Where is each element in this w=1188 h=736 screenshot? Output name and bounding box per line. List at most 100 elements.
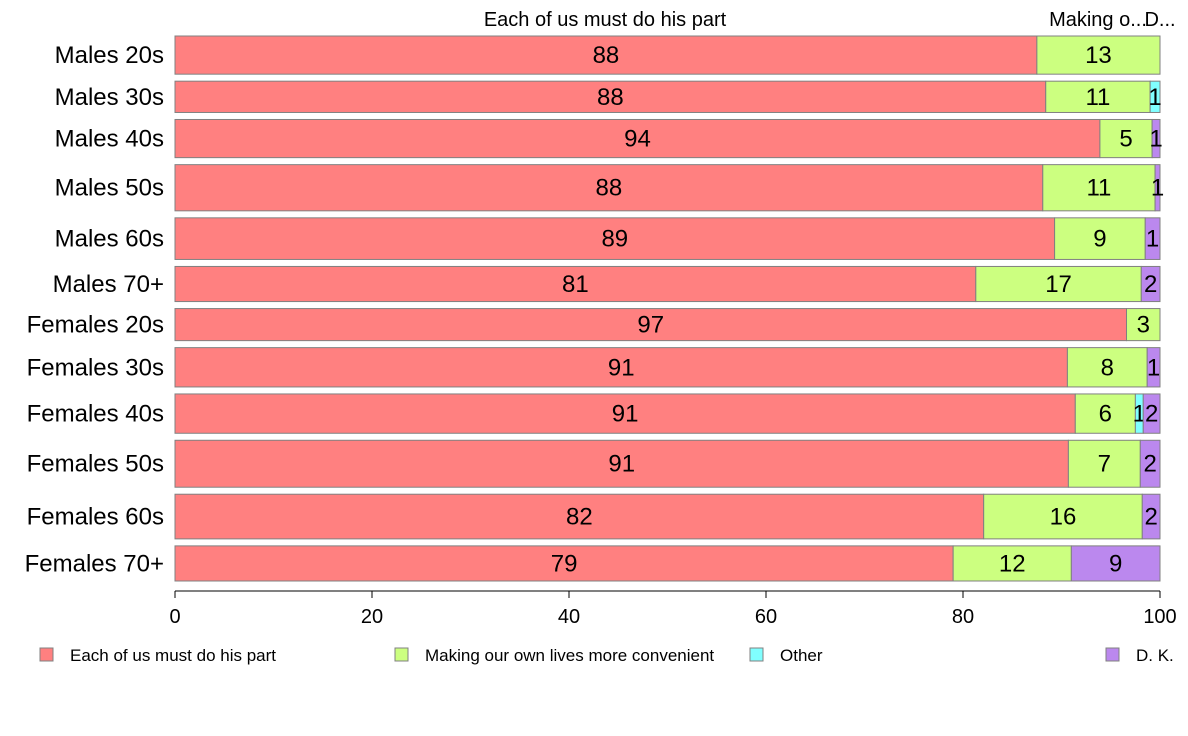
category-label: Females 60s: [27, 504, 164, 531]
legend-label: Other: [780, 646, 823, 665]
header-label-making: Making o...: [1049, 9, 1147, 31]
x-axis: 0 20 40 60 80 100: [169, 590, 1177, 628]
bar-segment: [174, 308, 1128, 342]
category-label: Males 40s: [55, 126, 164, 153]
bar-segment: [1042, 164, 1156, 212]
bar-segment: [1141, 493, 1161, 540]
bar-value-label: 79: [551, 550, 578, 577]
category-label: Females 30s: [27, 354, 164, 381]
bar-value-label: 91: [608, 354, 635, 381]
bar-value-label: 91: [608, 451, 635, 478]
legend-swatch: [1105, 647, 1120, 662]
bar-segment: [975, 265, 1142, 303]
bar-segment: [174, 493, 985, 540]
x-tick-label: 0: [169, 606, 180, 628]
bar-value-label: 88: [596, 175, 623, 202]
x-tick-label: 20: [361, 606, 383, 628]
category-label: Males 20s: [55, 42, 164, 69]
bar-value-label: 9: [1093, 226, 1106, 253]
bar-segment: [1099, 118, 1153, 159]
x-tick-label: 100: [1143, 606, 1176, 628]
bar-value-label: 11: [1086, 175, 1111, 202]
bar-segment: [174, 393, 1076, 434]
x-tick-label: 60: [755, 606, 777, 628]
bar-value-label: 1: [1147, 354, 1160, 381]
legend-swatch: [749, 647, 764, 662]
y-axis-labels: Males 20s Males 30s Males 40s Males 50s Male…: [25, 42, 164, 577]
bar-value-label: 1: [1133, 401, 1146, 428]
category-label: Females 50s: [27, 451, 164, 478]
bar-segment: [174, 545, 954, 582]
bar-segment: [174, 439, 1069, 488]
header-label-dk: D...: [1144, 9, 1175, 31]
bar-value-label: 81: [562, 271, 589, 298]
legend-label: D. K.: [1136, 646, 1174, 665]
bar-value-label: 1: [1149, 126, 1162, 153]
bar-segment: [1151, 118, 1161, 159]
bar-value-label: 2: [1144, 271, 1157, 298]
bar-segment: [1074, 393, 1136, 434]
bar-value-label: 88: [597, 84, 624, 111]
bar-segment: [174, 265, 977, 303]
legend-swatch: [39, 647, 54, 662]
bar-segment: [1154, 164, 1161, 212]
legend: Each of us must do his part Making our ow…: [39, 646, 1174, 665]
x-tick-label: 80: [952, 606, 974, 628]
category-label: Males 50s: [55, 175, 164, 202]
bar-segment: [1067, 439, 1141, 488]
bar-segment: [1126, 308, 1161, 342]
column-header-labels: Each of us must do his part Making o... …: [484, 9, 1176, 31]
bar-value-label: 1: [1146, 226, 1159, 253]
bar-value-label: 2: [1143, 451, 1156, 478]
bar-value-label: 7: [1098, 451, 1111, 478]
bar-value-label: 5: [1119, 126, 1132, 153]
bar-value-label: 88: [593, 42, 620, 69]
bar-segment: [174, 80, 1047, 113]
bar-segment: [174, 347, 1068, 388]
bar-value-label: 82: [566, 504, 593, 531]
bar-value-label: 2: [1144, 504, 1157, 531]
bar-segment: [1144, 217, 1161, 260]
x-tick-label: 40: [558, 606, 580, 628]
bar-segment: [174, 118, 1101, 159]
category-label: Males 70+: [53, 271, 164, 298]
bar-value-label: 13: [1085, 42, 1112, 69]
category-label: Females 70+: [25, 550, 164, 577]
bar-segment: [1070, 545, 1161, 582]
bar-value-label: 91: [612, 401, 639, 428]
header-label-part: Each of us must do his part: [484, 9, 727, 31]
bar-segment: [1139, 439, 1161, 488]
bar-segment: [1149, 80, 1161, 113]
bar-value-label: 1: [1148, 84, 1161, 111]
category-label: Females 40s: [27, 401, 164, 428]
bar-segment: [1142, 393, 1161, 434]
bar-value-label: 8: [1101, 354, 1114, 381]
bar-segment: [1140, 265, 1161, 303]
bar-value-label: 1: [1151, 175, 1164, 202]
bar-value-label: 9: [1109, 550, 1122, 577]
bar-value-label: 2: [1145, 401, 1158, 428]
bar-value-label: 94: [624, 126, 651, 153]
bar-segment: [1036, 35, 1161, 75]
legend-label: Making our own lives more convenient: [425, 646, 714, 665]
bar-segment: [174, 217, 1056, 260]
category-label: Females 20s: [27, 312, 164, 339]
bar-value-label: 12: [999, 550, 1026, 577]
legend-label: Each of us must do his part: [70, 646, 276, 665]
bar-value-label: 89: [601, 226, 628, 253]
bar-value-label: 3: [1137, 312, 1150, 339]
bar-value-label: 6: [1099, 401, 1112, 428]
bar-segment: [952, 545, 1072, 582]
legend-swatch: [394, 647, 409, 662]
bar-value-label: 11: [1085, 84, 1110, 111]
bar-segment: [1066, 347, 1148, 388]
bar-segment: [174, 35, 1038, 75]
bar-segment: [983, 493, 1143, 540]
category-label: Males 30s: [55, 84, 164, 111]
bar-value-label: 17: [1045, 271, 1072, 298]
bar-segment: [174, 164, 1044, 212]
category-label: Males 60s: [55, 226, 164, 253]
bar-segment: [1146, 347, 1161, 388]
